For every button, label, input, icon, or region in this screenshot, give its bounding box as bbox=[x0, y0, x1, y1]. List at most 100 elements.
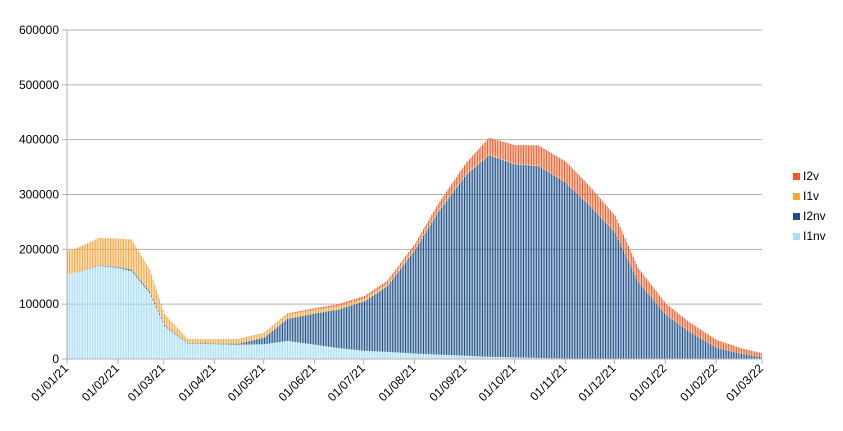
bar-segment-i1nv bbox=[274, 343, 275, 359]
bar-segment-i2v bbox=[536, 145, 537, 165]
bar-segment-i2nv bbox=[300, 316, 301, 342]
bar-segment-i2v bbox=[382, 284, 383, 287]
bar-segment-i2nv bbox=[589, 205, 590, 359]
bar-segment-i2v bbox=[502, 141, 503, 159]
bar-segment-i1v bbox=[364, 299, 365, 302]
bar-segment-i2nv bbox=[271, 332, 272, 343]
bar-segment-i1v bbox=[274, 325, 275, 329]
bar-segment-i1v bbox=[477, 164, 478, 165]
bar-segment-i2nv bbox=[192, 343, 193, 344]
bar-segment-i2nv bbox=[136, 276, 137, 278]
bar-segment-i2nv bbox=[739, 353, 740, 358]
bar-segment-i1nv bbox=[339, 348, 340, 359]
bar-segment-i2nv bbox=[402, 267, 403, 353]
bar-segment-i2v bbox=[725, 343, 726, 350]
bar-segment-i2v bbox=[290, 313, 291, 314]
bar-segment-i2nv bbox=[272, 331, 273, 343]
bar-segment-i1nv bbox=[433, 354, 434, 359]
bar-segment-i2v bbox=[687, 321, 688, 330]
bar-segment-i2v bbox=[631, 253, 632, 267]
bar-segment-i2v bbox=[457, 175, 458, 185]
bar-segment-i1nv bbox=[323, 346, 324, 359]
bar-segment-i2nv bbox=[508, 162, 509, 357]
bar-segment-i2nv bbox=[112, 267, 113, 268]
bar-segment-i2v bbox=[575, 172, 576, 192]
bar-segment-i1nv bbox=[436, 355, 437, 359]
bar-segment-i2nv bbox=[202, 343, 203, 344]
bar-segment-i2nv bbox=[730, 351, 731, 359]
bar-segment-i1v bbox=[82, 245, 83, 270]
bar-segment-i2nv bbox=[220, 344, 221, 345]
bar-segment-i2v bbox=[384, 283, 385, 286]
bar-segment-i2v bbox=[400, 263, 401, 267]
bar-segment-i2nv bbox=[713, 346, 714, 359]
bar-segment-i1v bbox=[302, 312, 303, 316]
bar-segment-i2v bbox=[516, 145, 517, 164]
bar-segment-i1nv bbox=[108, 267, 109, 359]
bar-segment-i2nv bbox=[254, 340, 255, 345]
bar-segment-i1v bbox=[212, 339, 213, 343]
bar-segment-i1v bbox=[235, 339, 236, 343]
bar-segment-i2nv bbox=[748, 355, 749, 359]
bar-segment-i1v bbox=[121, 239, 122, 268]
bar-segment-i2nv bbox=[436, 215, 437, 355]
bar-segment-i1v bbox=[475, 165, 476, 166]
bar-segment-i1nv bbox=[256, 344, 257, 359]
bar-segment-i2v bbox=[374, 289, 375, 292]
bar-segment-i2v bbox=[474, 154, 475, 167]
bar-segment-i1v bbox=[508, 161, 509, 162]
bar-segment-i2nv bbox=[725, 350, 726, 359]
bar-segment-i2nv bbox=[697, 336, 698, 359]
bar-segment-i1v bbox=[266, 332, 267, 336]
bar-segment-i1nv bbox=[397, 352, 398, 359]
bar-segment-i2nv bbox=[718, 348, 719, 359]
bar-segment-i1v bbox=[479, 163, 480, 164]
bar-segment-i1v bbox=[544, 169, 545, 170]
bar-segment-i2nv bbox=[335, 310, 336, 347]
bar-segment-i2nv bbox=[731, 351, 732, 358]
x-tick-label: 01/10/21 bbox=[476, 361, 519, 404]
bar-segment-i2nv bbox=[244, 342, 245, 344]
bar-segment-i1v bbox=[202, 339, 203, 343]
bar-segment-i2nv bbox=[121, 268, 122, 269]
bar-segment-i1nv bbox=[98, 266, 99, 359]
bar-segment-i1v bbox=[512, 163, 513, 164]
bar-segment-i2nv bbox=[607, 224, 608, 359]
bar-segment-i2v bbox=[495, 140, 496, 157]
bar-segment-i2v bbox=[448, 189, 449, 197]
bar-segment-i1nv bbox=[200, 344, 201, 359]
bar-segment-i1nv bbox=[343, 349, 344, 359]
bar-segment-i2v bbox=[487, 140, 488, 156]
bar-segment-i1v bbox=[472, 168, 473, 169]
bar-segment-i1v bbox=[431, 221, 432, 222]
bar-segment-i2v bbox=[649, 283, 650, 296]
bar-segment-i2v bbox=[408, 252, 409, 256]
bar-segment-i1v bbox=[403, 263, 404, 265]
bar-segment-i2nv bbox=[700, 338, 701, 359]
bar-segment-i2nv bbox=[349, 306, 350, 349]
bar-segment-i1nv bbox=[243, 345, 244, 359]
bar-segment-i2nv bbox=[295, 317, 296, 342]
bar-segment-i1v bbox=[397, 271, 398, 273]
bar-segment-i2nv bbox=[646, 292, 647, 359]
bar-segment-i2v bbox=[751, 351, 752, 356]
bar-segment-i1nv bbox=[379, 351, 380, 359]
bar-segment-i2nv bbox=[412, 254, 413, 354]
bar-segment-i2nv bbox=[164, 325, 165, 326]
bar-segment-i2v bbox=[302, 311, 303, 312]
bar-segment-i2nv bbox=[207, 343, 208, 344]
bar-segment-i1v bbox=[426, 229, 427, 231]
bar-segment-i2nv bbox=[410, 256, 411, 353]
bar-segment-i1v bbox=[441, 206, 442, 207]
bar-segment-i2v bbox=[339, 304, 340, 306]
bar-segment-i2v bbox=[559, 158, 560, 179]
bar-segment-i2v bbox=[723, 342, 724, 349]
bar-segment-i1nv bbox=[464, 356, 465, 359]
bar-segment-i2nv bbox=[561, 180, 562, 358]
bar-segment-i1v bbox=[79, 247, 80, 272]
bar-segment-i1v bbox=[487, 156, 488, 157]
bar-segment-i1v bbox=[405, 260, 406, 262]
bar-segment-i2nv bbox=[236, 344, 237, 345]
bar-segment-i1v bbox=[534, 165, 535, 166]
bar-segment-i2nv bbox=[194, 343, 195, 344]
